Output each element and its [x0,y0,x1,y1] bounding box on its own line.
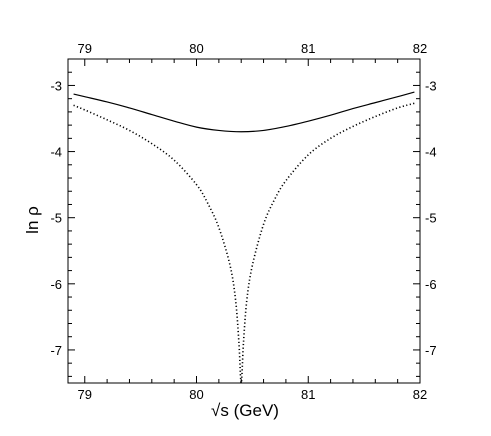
series-layer [73,91,415,384]
y-tick-label-right: -5 [425,211,437,226]
x-tick-label-bottom: 79 [78,387,92,402]
y-tick-label-left: -7 [50,343,62,358]
y-tick-label-left: -6 [50,277,62,292]
y-tick-label-right: -4 [425,145,437,160]
x-axis-title: √s (GeV) [211,401,279,420]
x-tick-label-bottom: 81 [301,387,315,402]
y-tick-label-right: -6 [425,277,437,292]
y-tick-label-right: -3 [425,78,437,93]
ticks-layer: 79 79 80 80 81 81 82 82 -3 -3 -4 -4 -5 -5 -6 -6 -7 -7 [50,41,436,402]
y-tick-label-right: -7 [425,343,437,358]
series-line-dotted [73,102,415,384]
y-tick-label-left: -3 [50,78,62,93]
x-tick-label-bottom: 80 [189,387,203,402]
x-tick-label-top: 79 [78,41,92,56]
y-tick-label-left: -4 [50,145,62,160]
x-tick-label-top: 80 [189,41,203,56]
plot-frame [67,58,421,384]
x-tick-label-top: 82 [413,41,427,56]
x-tick-label-top: 81 [301,41,315,56]
y-tick-label-left: -5 [50,211,62,226]
series-line-solid [73,91,415,133]
y-axis-title: ln ρ [23,206,42,234]
x-tick-label-bottom: 82 [413,387,427,402]
